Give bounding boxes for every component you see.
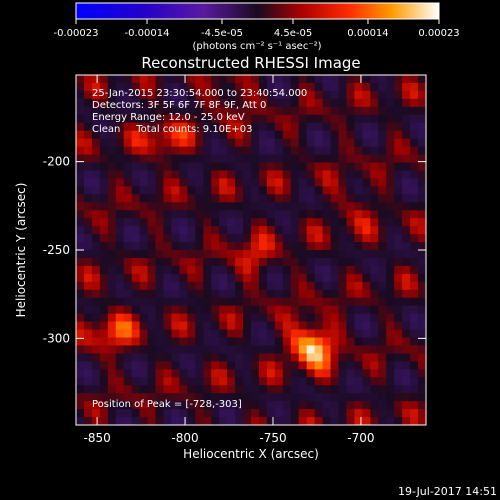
peak-annotation: Position of Peak = [-728,-303] <box>92 399 242 410</box>
colorbar-tick-label: 0.00014 <box>347 28 388 39</box>
colorbar-unit-label: (photons cm⁻² s⁻¹ asec⁻²) <box>192 41 321 52</box>
clean-annotation: Clean Total counts: 9.10E+03 <box>92 124 252 135</box>
heatmap-image <box>76 75 426 425</box>
y-tick-label: -250 <box>43 243 70 257</box>
y-tick-label: -200 <box>43 155 70 169</box>
chart-title: Reconstructed RHESSI Image <box>141 54 360 72</box>
footer-date: 19-Jul-2017 14:51 <box>398 485 497 498</box>
y-tick-label: -300 <box>43 331 70 345</box>
x-tick-label: -850 <box>83 431 110 445</box>
colorbar-tick-label: -0.00023 <box>54 28 99 39</box>
time-range-annotation: 25-Jan-2015 23:30:54.000 to 23:40:54.000 <box>92 88 307 99</box>
x-tick-label: -750 <box>259 431 286 445</box>
x-axis-label: Heliocentric X (arcsec) <box>183 447 319 461</box>
colorbar-tick-label: 0.00023 <box>418 28 459 39</box>
detectors-annotation: Detectors: 3F 5F 6F 7F 8F 9F, Att 0 <box>92 100 266 111</box>
energy-annotation: Energy Range: 12.0 - 25.0 keV <box>92 112 245 123</box>
colorbar-tick-label: -4.5e-05 <box>201 28 243 39</box>
y-axis-label: Heliocentric Y (arcsec) <box>14 183 28 318</box>
colorbar <box>76 3 439 19</box>
colorbar-tick-label: 4.5e-05 <box>274 28 312 39</box>
x-tick-label: -800 <box>171 431 198 445</box>
colorbar-tick-label: -0.00014 <box>125 28 170 39</box>
x-tick-label: -700 <box>347 431 374 445</box>
